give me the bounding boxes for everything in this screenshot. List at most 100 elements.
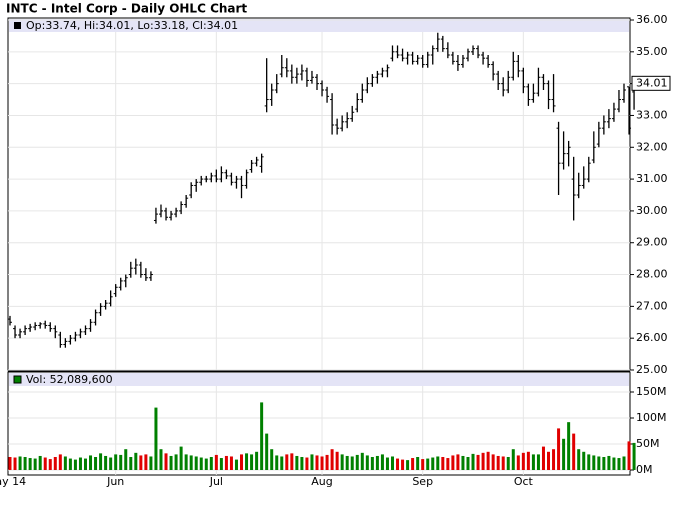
- volume-bar: [260, 402, 264, 470]
- volume-bar: [335, 451, 339, 470]
- volume-bar: [89, 455, 93, 470]
- price-panel: [7, 17, 631, 371]
- volume-bar: [390, 456, 394, 470]
- volume-bar: [129, 457, 133, 470]
- volume-bar: [516, 455, 520, 470]
- y-tick-label: 36.00: [636, 13, 668, 26]
- y-tick-label: 33.00: [636, 108, 668, 121]
- y-tick-label: 32.00: [636, 140, 668, 153]
- volume-bar: [385, 457, 389, 470]
- volume-bar: [526, 451, 530, 470]
- volume-bar: [582, 451, 586, 470]
- volume-bar: [18, 456, 22, 470]
- volume-bar: [199, 457, 203, 470]
- volume-bar: [627, 441, 631, 470]
- volume-bar: [295, 455, 299, 470]
- volume-bar: [245, 453, 249, 470]
- info-icon: [14, 22, 21, 29]
- volume-bar: [310, 454, 314, 470]
- volume-bar: [461, 455, 465, 470]
- volume-bar: [94, 457, 98, 470]
- x-tick-label: Jun: [106, 475, 124, 488]
- volume-bar: [43, 457, 47, 470]
- y2-tick-label: 150M: [636, 385, 667, 398]
- volume-bar: [68, 458, 72, 470]
- y-tick-label: 28.00: [636, 268, 668, 281]
- volume-bar: [396, 458, 400, 470]
- volume-bar: [240, 454, 244, 470]
- volume-bar: [456, 454, 460, 470]
- volume-bar: [541, 446, 545, 470]
- volume-bar: [486, 451, 490, 470]
- y-tick-label: 26.00: [636, 331, 668, 344]
- volume-bar: [38, 455, 42, 470]
- volume-bar: [73, 459, 77, 470]
- volume-bar: [28, 458, 32, 470]
- volume-bar: [406, 460, 410, 470]
- volume-bar: [365, 455, 369, 470]
- volume-bar: [572, 433, 576, 470]
- volume-bar: [8, 457, 12, 470]
- volume-bar: [320, 456, 324, 470]
- volume-bar: [441, 457, 445, 470]
- x-tick-label: Sep: [412, 475, 433, 488]
- volume-bar: [109, 457, 113, 470]
- x-tick-label: Aug: [311, 475, 332, 488]
- volume-bar: [375, 455, 379, 470]
- volume-bar: [431, 457, 435, 470]
- volume-bar: [250, 454, 254, 470]
- info-band: [9, 19, 629, 32]
- volume-bar: [411, 458, 415, 470]
- volume-bar: [149, 456, 153, 470]
- volume-bar: [481, 452, 485, 470]
- volume-bar: [315, 455, 319, 470]
- volume-bar: [124, 449, 128, 470]
- volume-bar: [179, 446, 183, 470]
- volume-bar: [622, 456, 626, 470]
- y-tick-label: 30.00: [636, 204, 668, 217]
- volume-bar: [436, 456, 440, 470]
- x-tick-label: Oct: [514, 475, 534, 488]
- volume-bar: [511, 449, 515, 470]
- volume-bar: [290, 453, 294, 470]
- volume-bar: [330, 449, 334, 470]
- volume-bar: [471, 453, 475, 470]
- volume-bar: [491, 454, 495, 470]
- volume-bar: [204, 458, 208, 470]
- volume-bar: [104, 455, 108, 470]
- volume-bar: [401, 459, 405, 470]
- volume-bar: [552, 449, 556, 470]
- volume-bar: [219, 458, 223, 470]
- volume-bar: [501, 456, 505, 470]
- volume-bar: [265, 433, 269, 470]
- volume-bar: [562, 438, 566, 470]
- y2-tick-label: 100M: [636, 411, 667, 424]
- volume-bar: [134, 452, 138, 470]
- volume-bar: [280, 456, 284, 470]
- x-tick-label: May 14: [0, 475, 26, 488]
- volume-bar: [350, 456, 354, 470]
- volume-bar: [229, 456, 233, 470]
- volume-bar: [275, 455, 279, 470]
- y2-tick-label: 0M: [636, 463, 653, 476]
- volume-bar: [446, 458, 450, 470]
- volume-bar: [23, 457, 27, 470]
- volume-bar: [531, 454, 535, 470]
- volume-bar: [33, 458, 37, 470]
- volume-bar: [577, 449, 581, 470]
- volume-bar: [536, 454, 540, 470]
- y-tick-label: 35.00: [636, 45, 668, 58]
- volume-bar: [164, 453, 168, 470]
- volume-bar: [174, 454, 178, 470]
- volume-bar: [521, 452, 525, 470]
- volume-bar: [144, 454, 148, 470]
- volume-bar: [184, 454, 188, 470]
- volume-bar: [592, 455, 596, 470]
- last-price-box: [631, 75, 671, 91]
- volume-band: [9, 373, 629, 386]
- volume-bar: [612, 457, 616, 470]
- volume-bar: [83, 458, 87, 470]
- volume-bar: [194, 456, 198, 470]
- volume-bar: [13, 457, 17, 470]
